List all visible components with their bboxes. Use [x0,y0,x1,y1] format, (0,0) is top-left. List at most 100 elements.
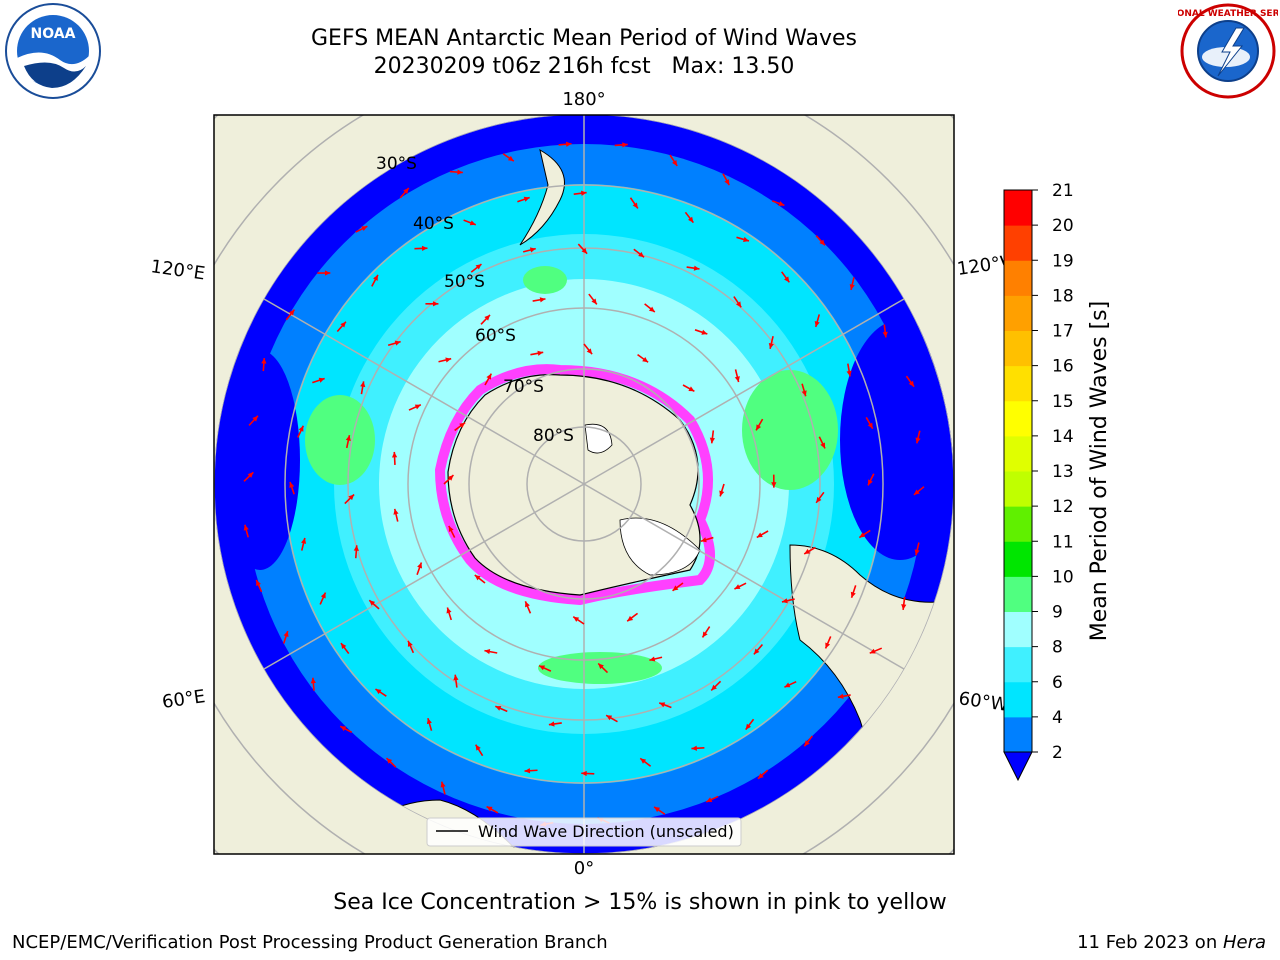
wave-patch-north [523,266,567,294]
wave-arrow-head [753,648,760,655]
colorbar-segment [1004,190,1032,226]
wave-arrow-head [648,306,655,313]
wave-arrow-head [606,715,613,721]
wave-arrow-head [433,301,439,307]
wave-arrow-head [453,674,459,681]
lat-label-50s: 50°S [444,272,485,292]
wave-arrow-head [373,274,378,281]
wave-arrow-head [403,188,409,194]
wave-arrow-head [691,745,697,751]
colorbar-segment [1004,471,1032,507]
low-period-zone-east [840,320,954,560]
wave-arrow-head [320,592,326,599]
colorbar-segment [1004,365,1032,402]
wave-arrow-head [247,472,254,478]
wave-arrow-head [548,721,555,727]
wave-arrow-head [340,321,346,328]
wave-arrow-head [719,490,725,497]
wave-arrow-head [459,422,466,428]
wave-arrow-head [448,525,454,532]
wave-arrow-head [672,585,679,591]
wave-arrow-head [581,770,587,777]
wave-arrow-head [393,508,399,515]
new-zealand-land [519,148,565,246]
wave-arrow-head [915,437,921,444]
wave-arrow-head [869,648,876,654]
lat-label-40s: 40°S [413,214,454,234]
wave-arrow-head [734,376,740,383]
wave-arrow-head [914,549,920,556]
wave-arrow-head [486,373,492,380]
wave-arrow-head [743,236,749,242]
wave-arrow-head [375,689,382,695]
wave-arrow-head [457,169,463,175]
wave-arrow-head [310,677,316,684]
wave-arrow-head [771,482,777,488]
wave-arrow-head [340,643,347,649]
wave-arrow-head [580,190,587,196]
wave-arrow-head [361,226,368,231]
lat-label-60s: 60°S [475,326,516,346]
colorbar-tick-label: 20 [1052,216,1074,236]
wave-arrow-head [256,579,261,586]
wave-arrow-head [846,370,852,377]
wave-arrow-head [804,740,810,747]
noaa-logo-text: NOAA [31,26,76,42]
wave-arrow-head [484,649,491,655]
wave-arrow-head [348,494,355,501]
colorbar-under-arrow [1003,751,1033,782]
wave-arrow-head [688,216,694,223]
colorbar-tick-label: 18 [1052,286,1074,306]
wave-arrow-head [525,601,530,608]
wave-arrow-head [819,239,825,246]
lon-label-60e: 60°E [161,686,207,713]
wave-arrow-head [849,284,855,290]
wave-arrow-head [369,600,376,606]
wave-arrow-head [445,357,452,363]
lat-label-80s: 80°S [533,426,574,446]
colorbar-tick-label: 4 [1052,708,1063,728]
wave-arrow-head [672,160,678,166]
wave-arrow-head [688,386,695,392]
wave-arrow-head [632,202,638,209]
wave-arrow-head [784,276,790,283]
wave-arrow-head [735,301,742,308]
wave-arrow-head [586,348,593,355]
wave-patch-east [742,370,838,490]
wave-arrow-head [781,598,788,604]
wave-arrow-head [756,532,763,538]
lon-label-60w: 60°W [957,688,1009,716]
wave-arrow-head [816,496,822,503]
wave-arrow-head [340,726,347,732]
colorbar-tick-label: 15 [1052,392,1074,412]
wave-arrow-head [709,437,716,444]
colorbar-tick-label: 14 [1052,427,1074,447]
wave-arrow-head [784,682,791,688]
weddell-ice-shelf [619,517,701,576]
wave-arrow-head [850,591,856,598]
colorbar-tick-label: 19 [1052,251,1074,271]
wave-arrow-head [734,584,741,590]
wave-arrow-head [417,562,423,569]
wave-arrow-head [573,616,580,622]
wave-arrow-head [446,607,452,614]
wave-arrow-head [901,604,907,610]
colorbar-segment [1004,330,1032,367]
colorbar-segment [1004,400,1032,437]
wave-arrow-head [700,537,707,543]
wave-arrow-head [908,380,915,387]
wave-arrow-head [622,142,628,148]
colorbar-segment [1004,260,1032,296]
noaa-logo: NOAA [5,3,101,99]
lon-label-120e: 120°E [149,256,206,284]
nws-logo: NATIONAL WEATHER SERVICE [1178,3,1278,99]
wave-arrow-head [440,781,446,788]
map-subtitle-forecast: 20230209 t06z 216h fcst Max: 13.50 [373,54,795,79]
wave-patch-west [305,395,375,485]
colorbar-tick-label: 21 [1052,181,1074,201]
colorbar-segment [1004,295,1032,331]
wave-arrow-head [469,220,476,226]
colorbar-tick-label: 17 [1052,322,1074,342]
wave-arrow-head [825,642,831,649]
